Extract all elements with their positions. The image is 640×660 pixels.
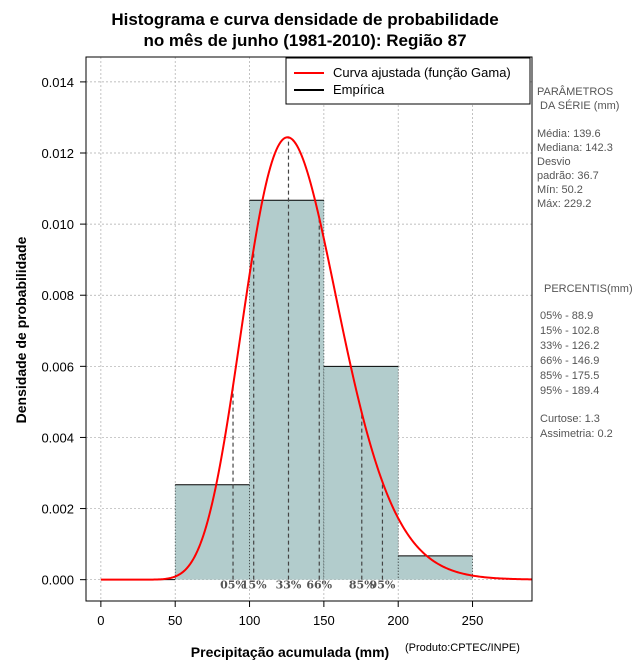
y-tick-label-2: 0.004 [41,430,74,445]
stat-stddev-label: Desvio [537,156,571,168]
percentile-15: 15% - 102.8 [540,325,599,337]
stat-mean: Média: 139.6 [537,128,601,140]
params-title-line-2: DA SÉRIE (mm) [540,99,619,112]
percentile-85: 85% - 175.5 [540,370,599,382]
percentile-33: 33% - 126.2 [540,340,599,352]
stat-max: Máx: 229.2 [537,198,591,210]
percentile-lines: 05%15% 33% 66% 85%95% [220,137,396,592]
stat-min: Mín: 50.2 [537,184,583,196]
product-credit: (Produto:CPTEC/INPE) [405,642,520,654]
histogram-bar-1 [249,200,324,580]
stat-kurtosis: Curtose: 1.3 [540,413,600,425]
percentile-05: 05% - 88.9 [540,310,593,322]
histogram-bar-2 [323,366,399,580]
percentiles-title: PERCENTIS(mm) [544,283,633,295]
legend-label-curve: Curva ajustada (função Gama) [333,65,511,80]
y-tick-label-4: 0.008 [41,288,74,303]
stat-skewness: Assimetria: 0.2 [540,428,613,440]
y-axis-ticks: 0.000 0.002 0.004 0.006 0.008 0.010 0.012 0.014 [41,75,86,588]
x-axis-ticks: 0 50 100 150 200 250 [97,601,483,628]
chart-title-line-1: Histograma e curva densidade de probabil… [111,10,498,29]
x-tick-label-4: 200 [387,613,409,628]
x-axis-label: Precipitação acumulada (mm) [191,644,389,660]
percentile-label-3: 66% [306,579,332,592]
params-title-line-1: PARÂMETROS [537,85,613,98]
y-tick-label-1: 0.002 [41,502,74,517]
stat-stddev-value: padrão: 36.7 [537,170,599,182]
y-axis-label: Densidade de probabilidade [13,236,29,423]
percentile-label-5: 95% [370,579,396,592]
percentile-label-1: 15% [241,579,267,592]
chart-title-line-2: no mês de junho (1981-2010): Região 87 [143,31,466,50]
percentile-66: 66% - 146.9 [540,355,599,367]
histogram-bar-3 [398,555,473,580]
percentile-label-4: 85% [349,579,375,592]
stat-median: Mediana: 142.3 [537,142,613,154]
x-tick-label-5: 250 [462,613,484,628]
gamma-curve [100,136,533,581]
x-tick-label-2: 100 [239,613,261,628]
y-tick-label-6: 0.012 [41,146,74,161]
y-tick-label-3: 0.006 [41,359,74,374]
gamma-curve-layer [100,136,533,581]
histogram-bars [100,199,473,581]
y-tick-label-5: 0.010 [41,217,74,232]
x-tick-label-0: 0 [97,613,104,628]
legend-label-empirical: Empírica [333,82,385,97]
percentile-label-0: 05% [220,579,246,592]
y-tick-label-7: 0.014 [41,75,74,90]
y-tick-label-0: 0.000 [41,573,74,588]
side-panel: PARÂMETROS DA SÉRIE (mm) Média: 139.6 Me… [537,85,633,440]
legend: Curva ajustada (função Gama) Empírica [285,57,531,105]
x-tick-label-1: 50 [168,613,182,628]
percentile-label-2: 33% [276,579,302,592]
percentile-95: 95% - 189.4 [540,385,599,397]
plot-frame [85,56,533,602]
x-tick-label-3: 150 [313,613,335,628]
legend-box [285,57,531,105]
